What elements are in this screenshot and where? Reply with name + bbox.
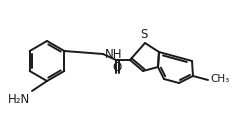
Text: S: S [140, 28, 148, 41]
Text: O: O [112, 61, 122, 74]
Text: NH: NH [105, 49, 122, 61]
Text: CH₃: CH₃ [210, 74, 229, 84]
Text: H₂N: H₂N [8, 93, 30, 106]
